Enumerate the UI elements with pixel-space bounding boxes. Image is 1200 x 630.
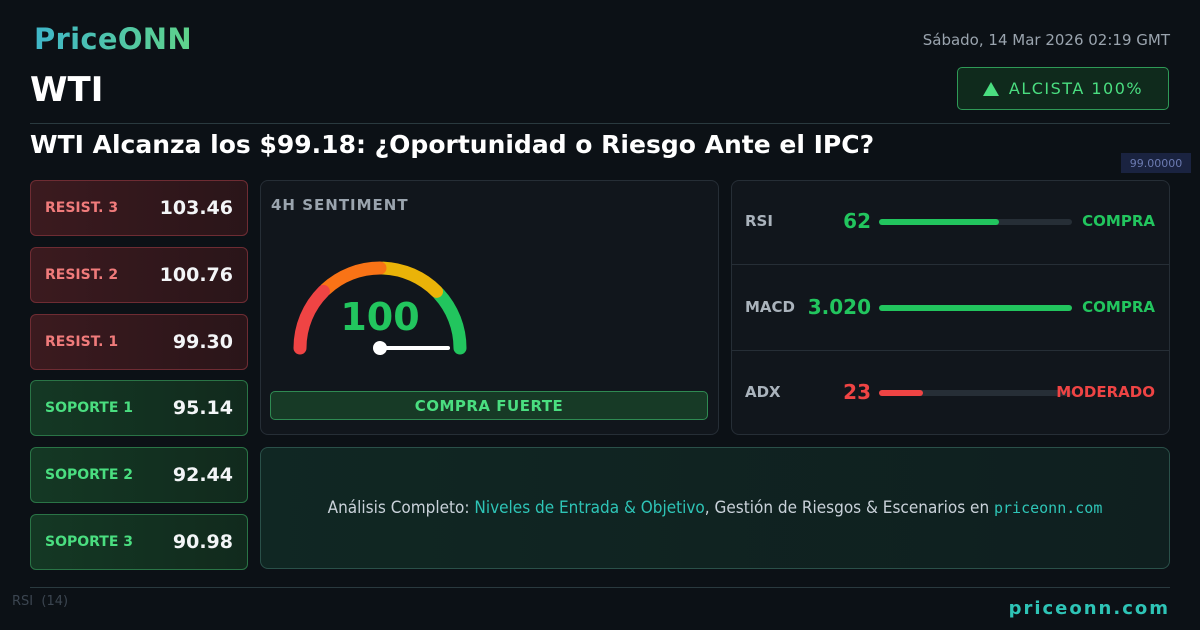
indicator-name: ADX [745, 383, 781, 401]
cta-middle: , Gestión de Riesgos & Escenarios en [704, 498, 994, 518]
trend-badge: ALCISTA 100% [957, 67, 1169, 110]
background-price-tag: 99.00000 [1121, 153, 1191, 173]
indicator-track [879, 219, 1072, 225]
indicator-signal: MODERADO [1056, 383, 1155, 401]
badge-text: ALCISTA 100% [1008, 79, 1144, 98]
indicator-name: RSI [745, 212, 773, 230]
cta-lead: Análisis Completo: [327, 498, 475, 518]
level-label: RESIST. 2 [45, 266, 119, 283]
level-value: 92.44 [172, 464, 233, 487]
gauge-segment [432, 287, 467, 355]
level-box: SOPORTE 1 95.14 [30, 380, 248, 437]
cta-site[interactable]: priceonn.com [994, 499, 1103, 517]
divider [30, 587, 1170, 588]
level-label: RESIST. 3 [45, 200, 119, 216]
indicator-value: 62 [843, 209, 871, 233]
indicator-value: 23 [843, 380, 871, 404]
level-label: SOPORTE 3 [45, 534, 134, 550]
cta-highlight: Niveles de Entrada & Objetivo [474, 498, 705, 518]
level-value: 99.30 [172, 330, 233, 353]
level-box: SOPORTE 2 92.44 [30, 447, 248, 504]
indicator-track [879, 304, 1072, 311]
gauge-segment [319, 261, 387, 296]
indicator-name: MACD [745, 297, 795, 316]
level-box: RESIST. 1 99.30 [30, 313, 248, 370]
level-label: SOPORTE 2 [45, 467, 134, 484]
level-label: SOPORTE 1 [45, 400, 134, 417]
indicator-bar [879, 304, 1072, 311]
sentiment-title: 4H SENTIMENT [271, 196, 409, 214]
level-label: RESIST. 1 [45, 333, 119, 350]
rsi-label: RSI [12, 594, 34, 609]
gauge: 100 [293, 261, 467, 355]
gauge-segment [293, 284, 330, 355]
up-arrow [982, 81, 999, 96]
level-value: 100.76 [159, 263, 233, 286]
gauge-hub [373, 341, 387, 355]
row-divider [732, 264, 1170, 265]
headline: WTI Alcanza los $99.18: ¿Oportunidad o R… [30, 130, 875, 159]
level-value: 95.14 [172, 397, 233, 420]
divider [30, 123, 1170, 124]
gauge-value: 100 [340, 295, 419, 339]
indicator-track [879, 390, 1072, 396]
background-rsi-label: RSI (14) [12, 594, 68, 609]
signal-button: COMPRA FUERTE [270, 391, 708, 420]
row-divider [732, 350, 1170, 351]
indicator-value: 3.020 [807, 294, 871, 319]
symbol: WTI [30, 70, 104, 110]
gauge-segment [376, 261, 444, 298]
level-box: RESIST. 2 100.76 [30, 246, 248, 303]
level-value: 90.98 [172, 531, 233, 553]
datetime: Sábado, 14 Mar 2026 02:19 GMT [922, 31, 1170, 49]
level-box: SOPORTE 3 90.98 [30, 514, 248, 570]
footer-site[interactable]: priceonn.com [1008, 598, 1170, 619]
cta-panel: Análisis Completo: Niveles de Entrada & … [260, 447, 1170, 569]
indicator-bar [879, 219, 999, 225]
level-box: RESIST. 3 103.46 [30, 180, 248, 236]
indicator-bar [879, 390, 924, 396]
rsi-period: (14) [41, 594, 69, 609]
level-value: 103.46 [159, 197, 233, 219]
logo: PriceONN [34, 22, 192, 56]
indicator-signal: COMPRA [1082, 297, 1155, 316]
indicator-signal: COMPRA [1082, 212, 1155, 230]
